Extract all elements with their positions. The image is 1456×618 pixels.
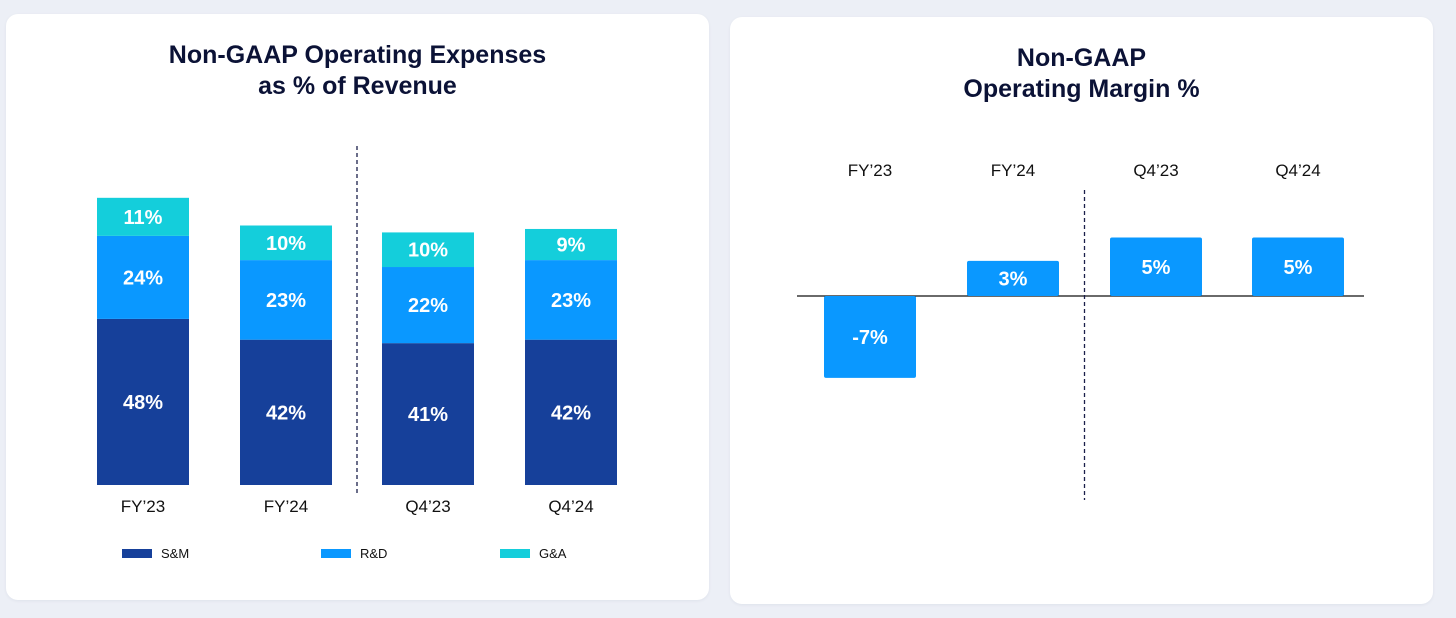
bar-value-label: 48%: [123, 392, 163, 414]
bar-value-label: 42%: [266, 402, 306, 424]
bar-g-a-q4-24: [525, 228, 617, 261]
legend-label-s-m: S&M: [161, 546, 189, 561]
bar-r-d-fy-23: [97, 235, 189, 319]
bar-value-label: 11%: [124, 207, 163, 229]
x-axis-label-fy-24: FY’24: [264, 497, 308, 516]
bar-g-a-fy-24: [240, 225, 332, 261]
legend-swatch-g-a: [500, 549, 530, 558]
margin-title-line-2: Operating Margin %: [963, 75, 1200, 103]
bar-value-label: 22%: [408, 295, 448, 317]
bar-g-a-fy-23: [97, 197, 189, 236]
legend-swatch-r-d: [321, 549, 351, 558]
bar-r-d-q4-23: [382, 267, 474, 344]
opex-chart-card: Non-GAAP Operating Expenses as % of Reve…: [6, 14, 709, 600]
margin-chart-title: Non-GAAP Operating Margin %: [730, 43, 1433, 105]
bar-r-d-fy-24: [240, 260, 332, 340]
bar-value-label: 5%: [1142, 257, 1171, 279]
bar-value-label: 5%: [1284, 257, 1313, 279]
x-axis-label-fy-23: FY’23: [121, 497, 165, 516]
bar-value-label: 23%: [266, 290, 306, 312]
x-axis-label-fy-24: FY’24: [991, 161, 1035, 180]
bar-value-label: 10%: [408, 240, 448, 262]
bar-g-a-q4-23: [382, 232, 474, 268]
opex-title-line-2: as % of Revenue: [258, 72, 457, 100]
x-axis-label-q4-24: Q4’24: [548, 497, 593, 516]
margin-bar-chart: -7% FY’23 3% FY’24 5% Q4’23 5% Q4’24: [797, 161, 1364, 500]
margin-bar-fy-23: [824, 296, 916, 378]
bar-value-label: 23%: [551, 290, 591, 312]
bar-s-m-fy-24: [240, 339, 332, 485]
bar-s-m-q4-24: [525, 339, 617, 485]
margin-bar-q4-24: [1252, 237, 1344, 296]
bar-value-label: 9%: [557, 235, 586, 257]
x-axis-label-q4-24: Q4’24: [1275, 161, 1320, 180]
bar-value-label: 3%: [999, 268, 1028, 290]
legend-swatch-s-m: [122, 549, 152, 558]
bar-value-label: 24%: [123, 267, 163, 289]
margin-bar-q4-23: [1110, 237, 1202, 296]
bar-value-label: -7%: [852, 327, 888, 349]
opex-title-line-1: Non-GAAP Operating Expenses: [168, 41, 547, 69]
x-axis-label-q4-23: Q4’23: [405, 497, 450, 516]
bar-s-m-fy-23: [97, 318, 189, 485]
opex-stacked-bar-chart: 48% 24% 11% FY’23 42% 23% 10% FY’24 41% 22% 10% Q4’…: [97, 146, 617, 561]
margin-title-line-1: Non-GAAP: [1016, 44, 1147, 72]
legend-label-g-a: G&A: [539, 546, 567, 561]
bar-value-label: 42%: [551, 402, 591, 424]
bar-value-label: 41%: [408, 404, 448, 426]
opex-chart-title: Non-GAAP Operating Expenses as % of Reve…: [6, 40, 709, 102]
bar-s-m-q4-23: [382, 343, 474, 485]
x-axis-label-fy-23: FY’23: [848, 161, 892, 180]
bar-value-label: 10%: [266, 233, 306, 255]
margin-chart-card: Non-GAAP Operating Margin % -7% FY’23 3% FY…: [730, 17, 1433, 604]
x-axis-label-q4-23: Q4’23: [1133, 161, 1178, 180]
bar-r-d-q4-24: [525, 260, 617, 340]
margin-bar-fy-24: [967, 260, 1059, 296]
legend-label-r-d: R&D: [360, 546, 387, 561]
